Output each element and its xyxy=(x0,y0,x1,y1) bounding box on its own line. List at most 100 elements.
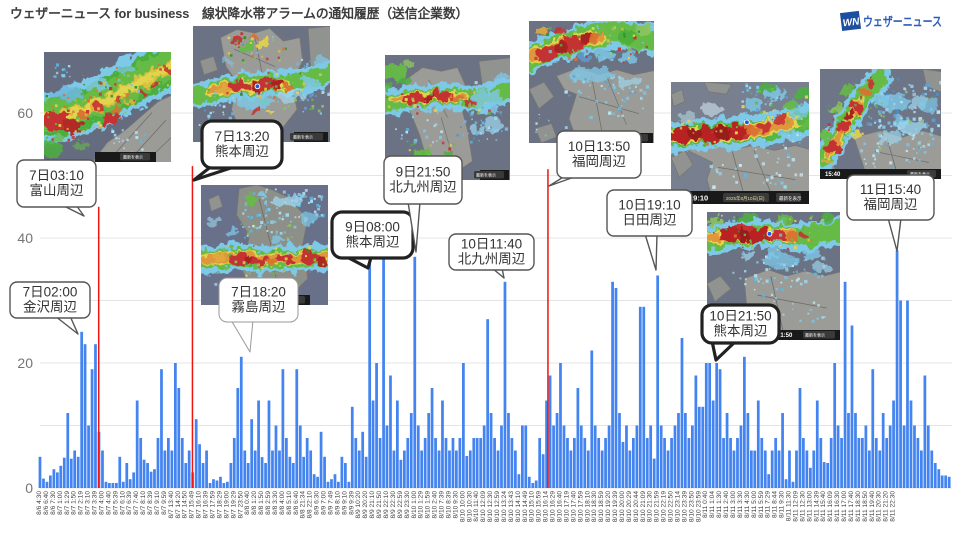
svg-text:8/9 21:10: 8/9 21:10 xyxy=(369,491,376,519)
svg-text:北九州周辺: 北九州周辺 xyxy=(389,180,457,195)
svg-text:8/10 9:30: 8/10 9:30 xyxy=(452,491,459,519)
svg-text:8/9 7:49: 8/9 7:49 xyxy=(328,491,335,515)
svg-text:7日13:20: 7日13:20 xyxy=(215,129,270,144)
svg-text:最新を表示: 最新を表示 xyxy=(293,134,313,140)
svg-text:富山周辺: 富山周辺 xyxy=(30,182,84,198)
svg-text:8/10 16:14: 8/10 16:14 xyxy=(543,491,550,522)
svg-text:8/10 20:29: 8/10 20:29 xyxy=(626,491,633,522)
svg-text:8/11 3:30: 8/11 3:30 xyxy=(737,491,744,518)
svg-text:10日21:50: 10日21:50 xyxy=(709,309,771,324)
svg-text:8/11 4:30: 8/11 4:30 xyxy=(744,491,751,518)
svg-text:8/10 23:14: 8/10 23:14 xyxy=(675,491,682,522)
svg-text:8/10 16:29: 8/10 16:29 xyxy=(550,491,557,522)
svg-text:8/10 19:39: 8/10 19:39 xyxy=(612,491,619,522)
svg-text:福岡周辺: 福岡周辺 xyxy=(572,154,626,169)
svg-text:8/10 11:40: 8/10 11:40 xyxy=(473,491,480,522)
svg-text:最新を表示: 最新を表示 xyxy=(779,195,802,202)
svg-text:8/10 14:10: 8/10 14:10 xyxy=(515,491,522,522)
svg-text:8/11 12:09: 8/11 12:09 xyxy=(793,491,800,522)
svg-text:8/9 8:10: 8/9 8:10 xyxy=(334,491,341,515)
svg-text:8/7 6:10: 8/7 6:10 xyxy=(119,491,126,515)
svg-text:8/10 20:00: 8/10 20:00 xyxy=(619,491,626,522)
svg-text:8/10 15:10: 8/10 15:10 xyxy=(529,491,536,522)
svg-text:8/8 1:50: 8/8 1:50 xyxy=(258,491,265,515)
svg-text:8/7 13:40: 8/7 13:40 xyxy=(168,491,175,519)
svg-text:8/7 14:20: 8/7 14:20 xyxy=(175,491,182,519)
svg-text:7日03:10: 7日03:10 xyxy=(29,168,84,183)
svg-text:8/7 15:49: 8/7 15:49 xyxy=(189,491,196,519)
svg-text:8/7 8:39: 8/7 8:39 xyxy=(147,491,154,515)
svg-text:11日15:40: 11日15:40 xyxy=(860,182,921,197)
svg-text:8/7 1:50: 8/7 1:50 xyxy=(71,491,78,515)
svg-text:8/9 22:10: 8/9 22:10 xyxy=(383,491,390,519)
svg-text:8/10 1:00: 8/10 1:00 xyxy=(411,491,418,519)
svg-text:8/10 12:09: 8/10 12:09 xyxy=(480,491,487,522)
svg-text:10日11:40: 10日11:40 xyxy=(461,237,522,252)
svg-text:8/9 22:30: 8/9 22:30 xyxy=(390,491,397,519)
svg-text:8/10 12:59: 8/10 12:59 xyxy=(494,491,501,522)
svg-text:8/10 21:59: 8/10 21:59 xyxy=(654,491,661,522)
svg-text:最新を表示: 最新を表示 xyxy=(123,154,143,160)
svg-text:8/9 7:00: 8/9 7:00 xyxy=(321,491,328,515)
svg-text:8/11 16:09: 8/11 16:09 xyxy=(827,491,834,522)
svg-text:8/10 17:19: 8/10 17:19 xyxy=(563,491,570,522)
svg-text:最新を表示: 最新を表示 xyxy=(476,172,496,178)
svg-text:8/7 8:10: 8/7 8:10 xyxy=(140,491,147,515)
svg-text:8/10 21:30: 8/10 21:30 xyxy=(647,491,654,522)
svg-text:8/7 16:10: 8/7 16:10 xyxy=(196,491,203,519)
svg-text:8/7 2:19: 8/7 2:19 xyxy=(78,491,85,515)
svg-text:8/6 6:40: 8/6 6:40 xyxy=(43,491,50,515)
svg-text:8/8 22:10: 8/8 22:10 xyxy=(307,491,314,519)
svg-text:8/11 22:30: 8/11 22:30 xyxy=(890,491,897,522)
svg-text:熊本周辺: 熊本周辺 xyxy=(346,235,400,250)
svg-text:霧島周辺: 霧島周辺 xyxy=(232,300,286,315)
svg-text:8/11 13:00: 8/11 13:00 xyxy=(806,491,813,522)
svg-text:8/8 3:30: 8/8 3:30 xyxy=(272,491,279,515)
svg-text:7日02:00: 7日02:00 xyxy=(23,285,78,300)
svg-text:8/7 17:59: 8/7 17:59 xyxy=(210,491,217,519)
svg-text:8/7 23:50: 8/7 23:50 xyxy=(237,491,244,519)
svg-text:8/11 18:50: 8/11 18:50 xyxy=(862,491,869,522)
svg-text:8/10 18:59: 8/10 18:59 xyxy=(598,491,605,522)
svg-text:8/7 4:00: 8/7 4:00 xyxy=(99,491,106,515)
svg-text:7日18:20: 7日18:20 xyxy=(231,285,286,300)
svg-text:8/9 10:20: 8/9 10:20 xyxy=(355,491,362,519)
svg-text:8/11 11:30: 8/11 11:30 xyxy=(786,491,793,522)
svg-text:8/10 8:39: 8/10 8:39 xyxy=(446,491,453,519)
svg-text:15:40: 15:40 xyxy=(825,172,841,178)
svg-text:8/7 4:40: 8/7 4:40 xyxy=(105,491,112,515)
svg-text:8/10 22:50: 8/10 22:50 xyxy=(668,491,675,522)
svg-text:WN: WN xyxy=(842,16,861,29)
svg-text:8/10 14:49: 8/10 14:49 xyxy=(522,491,529,522)
svg-text:8/10 23:59: 8/10 23:59 xyxy=(695,491,702,522)
svg-text:8/9 23:30: 8/9 23:30 xyxy=(404,491,411,519)
svg-text:8/11 15:40: 8/11 15:40 xyxy=(820,491,827,522)
svg-text:8/6 7:30: 8/6 7:30 xyxy=(50,491,57,515)
svg-text:8/7 18:29: 8/7 18:29 xyxy=(216,491,223,519)
svg-text:8/11 5:59: 8/11 5:59 xyxy=(758,491,765,518)
svg-text:8/9 22:59: 8/9 22:59 xyxy=(397,491,404,519)
svg-text:9日21:50: 9日21:50 xyxy=(396,165,451,180)
svg-text:10日19:10: 10日19:10 xyxy=(618,198,680,213)
svg-text:2025年8月10日(日): 2025年8月10日(日) xyxy=(726,195,765,202)
svg-text:0: 0 xyxy=(25,480,33,496)
svg-text:8/10 13:24: 8/10 13:24 xyxy=(501,491,508,522)
svg-text:8/11 20:30: 8/11 20:30 xyxy=(876,491,883,522)
svg-text:8/10 18:30: 8/10 18:30 xyxy=(591,491,598,522)
svg-text:19:10: 19:10 xyxy=(689,194,708,203)
svg-text:8/10 12:30: 8/10 12:30 xyxy=(487,491,494,522)
svg-text:8/10 2:40: 8/10 2:40 xyxy=(432,491,439,519)
svg-text:8/7 9:10: 8/7 9:10 xyxy=(154,491,161,515)
svg-text:8/7 1:29: 8/7 1:29 xyxy=(64,491,71,515)
svg-text:8/10 17:59: 8/10 17:59 xyxy=(577,491,584,522)
svg-text:8/11 2:40: 8/11 2:40 xyxy=(723,491,730,518)
svg-text:熊本周辺: 熊本周辺 xyxy=(714,324,768,339)
svg-text:8/8 0:40: 8/8 0:40 xyxy=(244,491,251,515)
svg-text:8/10 10:30: 8/10 10:30 xyxy=(466,491,473,522)
svg-text:8/11 14:39: 8/11 14:39 xyxy=(813,491,820,522)
svg-text:8/11 17:40: 8/11 17:40 xyxy=(848,491,855,522)
svg-text:8/11 17:00: 8/11 17:00 xyxy=(841,491,848,522)
svg-text:8/11 9:30: 8/11 9:30 xyxy=(779,491,786,518)
svg-text:8/10 23:50: 8/10 23:50 xyxy=(688,491,695,522)
svg-text:8/9 21:50: 8/9 21:50 xyxy=(376,491,383,519)
